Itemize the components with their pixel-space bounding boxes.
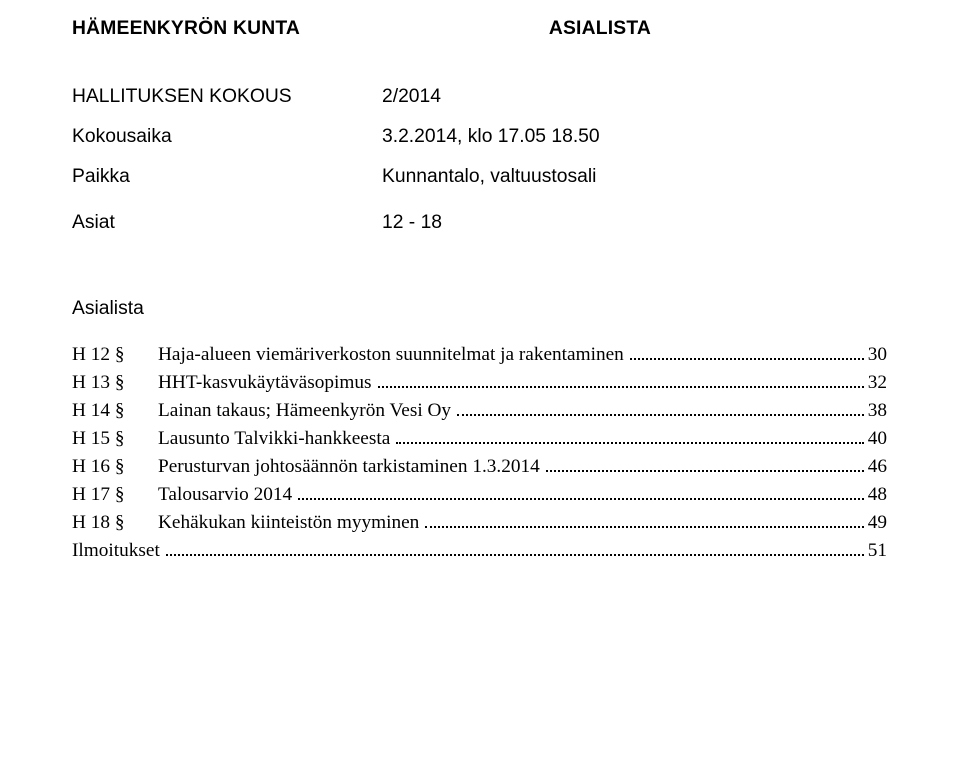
- toc-list: H 12 § Haja-alueen viemäriverkoston suun…: [72, 344, 887, 562]
- toc-code: H 12 §: [72, 344, 158, 366]
- toc-page: 46: [868, 456, 887, 478]
- toc-dots: [166, 542, 864, 556]
- toc-code: H 18 §: [72, 512, 158, 534]
- meeting-items-row: Asiat 12 - 18: [72, 212, 887, 234]
- toc-row: H 15 § Lausunto Talvikki-hankkeesta 40: [72, 428, 887, 450]
- toc-page: 51: [868, 540, 887, 562]
- document-header: HÄMEENKYRÖN KUNTA ASIALISTA: [72, 18, 887, 40]
- meeting-items-value: 12 - 18: [382, 212, 442, 234]
- toc-title: HHT-kasvukäytäväsopimus: [158, 372, 372, 394]
- toc-dots: [546, 458, 864, 472]
- toc-dots: [298, 486, 864, 500]
- toc-title: Ilmoitukset: [72, 540, 160, 562]
- meeting-items-label: Asiat: [72, 212, 382, 234]
- toc-dots: [396, 430, 863, 444]
- toc-row: H 18 § Kehäkukan kiinteistön myyminen 49: [72, 512, 887, 534]
- toc-code: H 17 §: [72, 484, 158, 506]
- toc-row: H 17 § Talousarvio 2014 48: [72, 484, 887, 506]
- meeting-title-row: HALLITUKSEN KOKOUS 2/2014: [72, 86, 887, 108]
- meeting-place-row: Paikka Kunnantalo, valtuustosali: [72, 166, 887, 188]
- meeting-title-label: HALLITUKSEN KOKOUS: [72, 86, 382, 108]
- doc-type: ASIALISTA: [549, 18, 651, 40]
- toc-title: Lainan takaus; Hämeenkyrön Vesi Oy: [158, 400, 451, 422]
- toc-page: 40: [868, 428, 887, 450]
- toc-page: 38: [868, 400, 887, 422]
- toc-heading: Asialista: [72, 298, 887, 320]
- meeting-place-value: Kunnantalo, valtuustosali: [382, 166, 596, 188]
- toc-row: H 16 § Perusturvan johtosäännön tarkista…: [72, 456, 887, 478]
- toc-page: 49: [868, 512, 887, 534]
- toc-code: H 13 §: [72, 372, 158, 394]
- meeting-title-value: 2/2014: [382, 86, 441, 108]
- toc-code: H 16 §: [72, 456, 158, 478]
- toc-page: 48: [868, 484, 887, 506]
- meeting-time-label: Kokousaika: [72, 126, 382, 148]
- toc-title: Kehäkukan kiinteistön myyminen: [158, 512, 419, 534]
- toc-dots: [630, 346, 864, 360]
- toc-row: H 12 § Haja-alueen viemäriverkoston suun…: [72, 344, 887, 366]
- org-name: HÄMEENKYRÖN KUNTA: [72, 18, 300, 40]
- toc-row: H 13 § HHT-kasvukäytäväsopimus 32: [72, 372, 887, 394]
- toc-code: H 15 §: [72, 428, 158, 450]
- toc-title: Perusturvan johtosäännön tarkistaminen 1…: [158, 456, 540, 478]
- toc-dots: [378, 374, 864, 388]
- toc-page: 32: [868, 372, 887, 394]
- meeting-time-value: 3.2.2014, klo 17.05 18.50: [382, 126, 600, 148]
- page: HÄMEENKYRÖN KUNTA ASIALISTA HALLITUKSEN …: [0, 0, 959, 562]
- toc-title: Lausunto Talvikki-hankkeesta: [158, 428, 390, 450]
- toc-title: Haja-alueen viemäriverkoston suunnitelma…: [158, 344, 624, 366]
- toc-row: H 14 § Lainan takaus; Hämeenkyrön Vesi O…: [72, 400, 887, 422]
- meeting-time-row: Kokousaika 3.2.2014, klo 17.05 18.50: [72, 126, 887, 148]
- toc-row: Ilmoitukset 51: [72, 540, 887, 562]
- toc-page: 30: [868, 344, 887, 366]
- toc-title: Talousarvio 2014: [158, 484, 292, 506]
- meeting-place-label: Paikka: [72, 166, 382, 188]
- toc-dots: [425, 514, 863, 528]
- toc-code: H 14 §: [72, 400, 158, 422]
- toc-dots: [457, 402, 864, 416]
